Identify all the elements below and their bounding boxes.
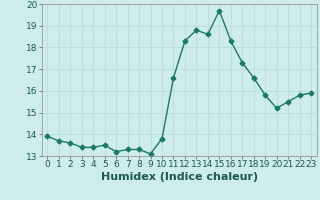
X-axis label: Humidex (Indice chaleur): Humidex (Indice chaleur) [100, 172, 258, 182]
